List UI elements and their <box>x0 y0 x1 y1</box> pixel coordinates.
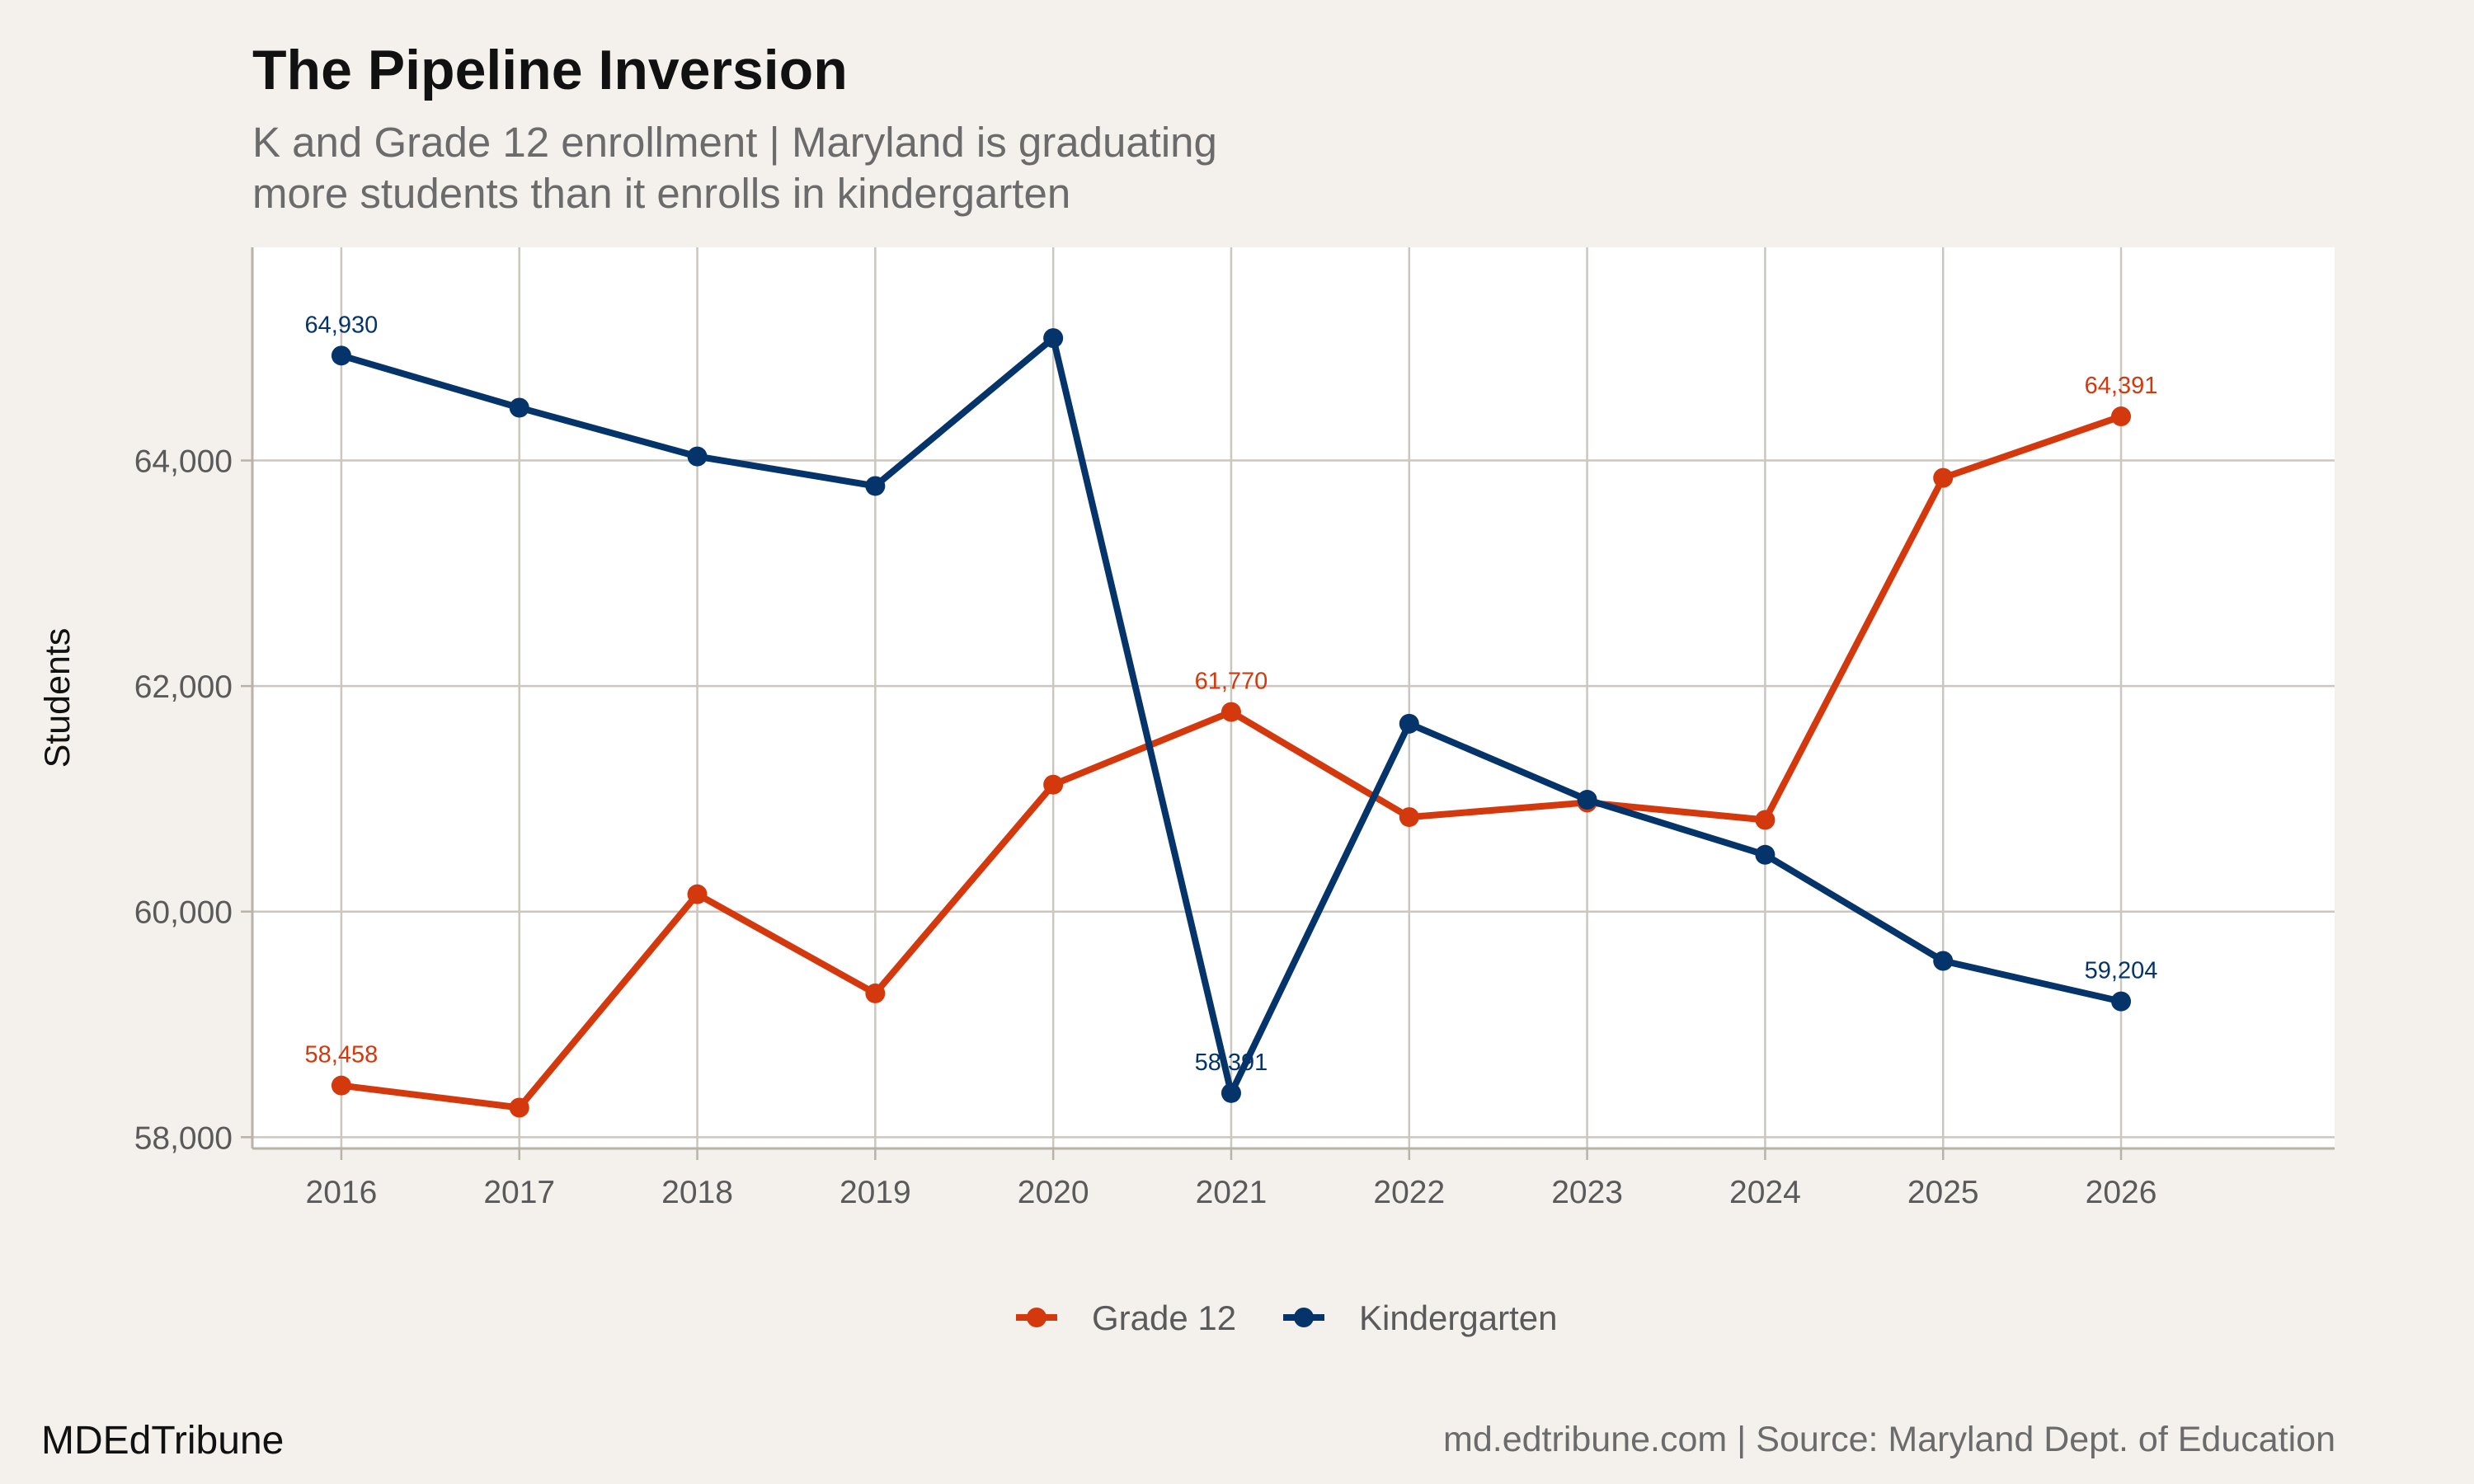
data-point-grade-12 <box>865 983 886 1003</box>
data-point-kindergarten <box>2111 991 2132 1012</box>
legend-label-kindergarten: Kindergarten <box>1359 1298 1558 1337</box>
subtitle-line-2: more students than it enrolls in kinderg… <box>252 170 1071 217</box>
y-tick-label: 60,000 <box>134 895 233 931</box>
source-note: md.edtribune.com | Source: Maryland Dept… <box>1443 1420 2335 1459</box>
legend-key-point-kindergarten <box>1294 1308 1314 1327</box>
x-tick-label: 2023 <box>1551 1175 1623 1210</box>
data-point-grade-12 <box>1755 810 1776 830</box>
data-point-kindergarten <box>331 345 351 366</box>
y-tick-label: 62,000 <box>134 669 233 705</box>
data-point-grade-12 <box>1221 702 1241 722</box>
x-tick-label: 2017 <box>483 1175 555 1210</box>
data-label-grade-12: 58,458 <box>305 1042 379 1068</box>
data-point-kindergarten <box>687 446 708 467</box>
x-tick-label: 2024 <box>1729 1175 1801 1210</box>
data-point-kindergarten <box>1933 951 1954 971</box>
data-point-grade-12 <box>1043 774 1064 795</box>
data-label-kindergarten: 58,391 <box>1195 1050 1268 1076</box>
legend-key-point-grade-12 <box>1027 1308 1047 1327</box>
data-point-grade-12 <box>2111 406 2132 427</box>
chart-title: The Pipeline Inversion <box>252 39 848 101</box>
brand-name: MDEdTribune <box>41 1419 285 1463</box>
chart-subtitle: K and Grade 12 enrollment | Maryland is … <box>252 117 1407 219</box>
subtitle-line-1: K and Grade 12 enrollment | Maryland is … <box>252 119 1217 166</box>
data-label-kindergarten: 59,204 <box>2085 958 2158 984</box>
x-tick-label: 2022 <box>1373 1175 1445 1210</box>
x-tick-label: 2019 <box>840 1175 911 1210</box>
y-tick-label: 58,000 <box>134 1120 233 1156</box>
data-point-kindergarten <box>1221 1082 1241 1103</box>
y-axis-title: Students <box>38 628 78 768</box>
data-label-kindergarten: 64,930 <box>305 312 379 338</box>
data-point-grade-12 <box>1933 467 1954 488</box>
x-tick-label: 2026 <box>2086 1175 2157 1210</box>
x-tick-label: 2021 <box>1196 1175 1268 1210</box>
data-point-grade-12 <box>687 884 708 904</box>
data-point-kindergarten <box>865 476 886 496</box>
data-label-grade-12: 61,770 <box>1195 669 1268 695</box>
x-tick-label: 2016 <box>306 1175 378 1210</box>
data-point-kindergarten <box>509 397 529 418</box>
data-point-kindergarten <box>1399 713 1419 734</box>
data-label-grade-12: 64,391 <box>2085 373 2158 399</box>
data-point-grade-12 <box>1399 807 1419 828</box>
x-tick-label: 2018 <box>661 1175 733 1210</box>
data-point-grade-12 <box>509 1097 529 1118</box>
data-point-grade-12 <box>331 1075 351 1096</box>
data-point-kindergarten <box>1755 844 1776 865</box>
y-tick-label: 64,000 <box>134 444 233 480</box>
data-point-kindergarten <box>1577 790 1597 810</box>
x-tick-label: 2020 <box>1018 1175 1089 1210</box>
legend-label-grade-12: Grade 12 <box>1092 1298 1236 1337</box>
x-tick-label: 2025 <box>1907 1175 1979 1210</box>
plot-panel <box>252 247 2335 1148</box>
data-point-kindergarten <box>1043 328 1064 349</box>
